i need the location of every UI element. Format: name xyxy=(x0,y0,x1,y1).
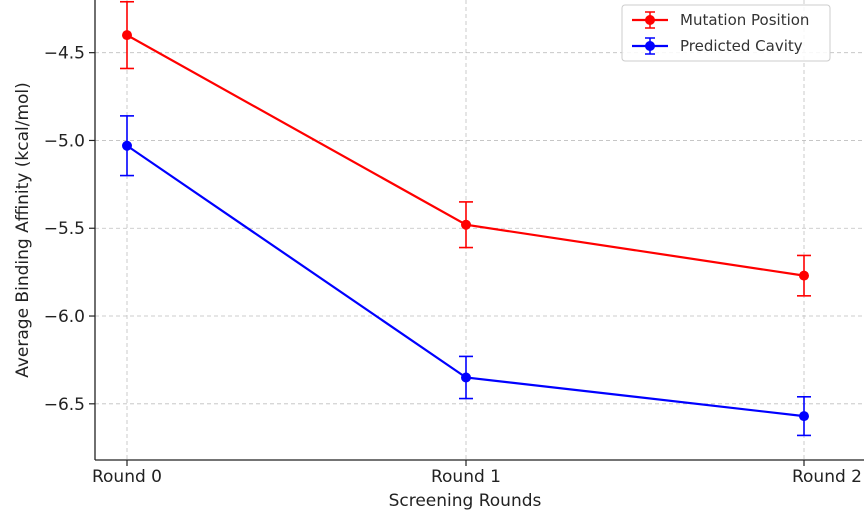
legend-label: Mutation Position xyxy=(680,11,809,29)
axes xyxy=(94,0,864,461)
tick-labels: −4.5 −5.0 −5.5 −6.0 −6.5 Round 0 Round 1 Round … xyxy=(44,44,862,487)
y-tick-label: −6.5 xyxy=(44,395,85,415)
x-axis-label: Screening Rounds xyxy=(389,491,542,511)
data-point xyxy=(122,30,132,41)
grid-lines xyxy=(95,0,864,460)
y-tick-label: −5.5 xyxy=(44,219,85,239)
y-tick-label: −6.0 xyxy=(44,307,85,327)
data-series xyxy=(120,0,811,437)
data-point xyxy=(799,270,809,281)
legend-box xyxy=(621,4,831,62)
legend: Mutation Position Predicted Cavity xyxy=(621,4,831,62)
y-tick-label: −5.0 xyxy=(44,131,85,151)
x-tick-label: Round 0 xyxy=(92,467,162,487)
data-point xyxy=(122,140,132,151)
legend-items: Mutation Position Predicted Cavity xyxy=(632,11,809,55)
data-point xyxy=(461,219,471,230)
x-tick-label: Round 1 xyxy=(431,467,501,487)
legend-marker xyxy=(645,41,655,51)
y-tick-label: −4.5 xyxy=(44,44,85,64)
data-point xyxy=(461,372,471,383)
y-axis-label: Average Binding Affinity (kcal/mol) xyxy=(13,82,33,378)
data-point xyxy=(799,411,809,422)
legend-label: Predicted Cavity xyxy=(680,37,803,55)
legend-marker xyxy=(645,15,655,25)
x-tick-label: Round 2 xyxy=(792,467,862,487)
